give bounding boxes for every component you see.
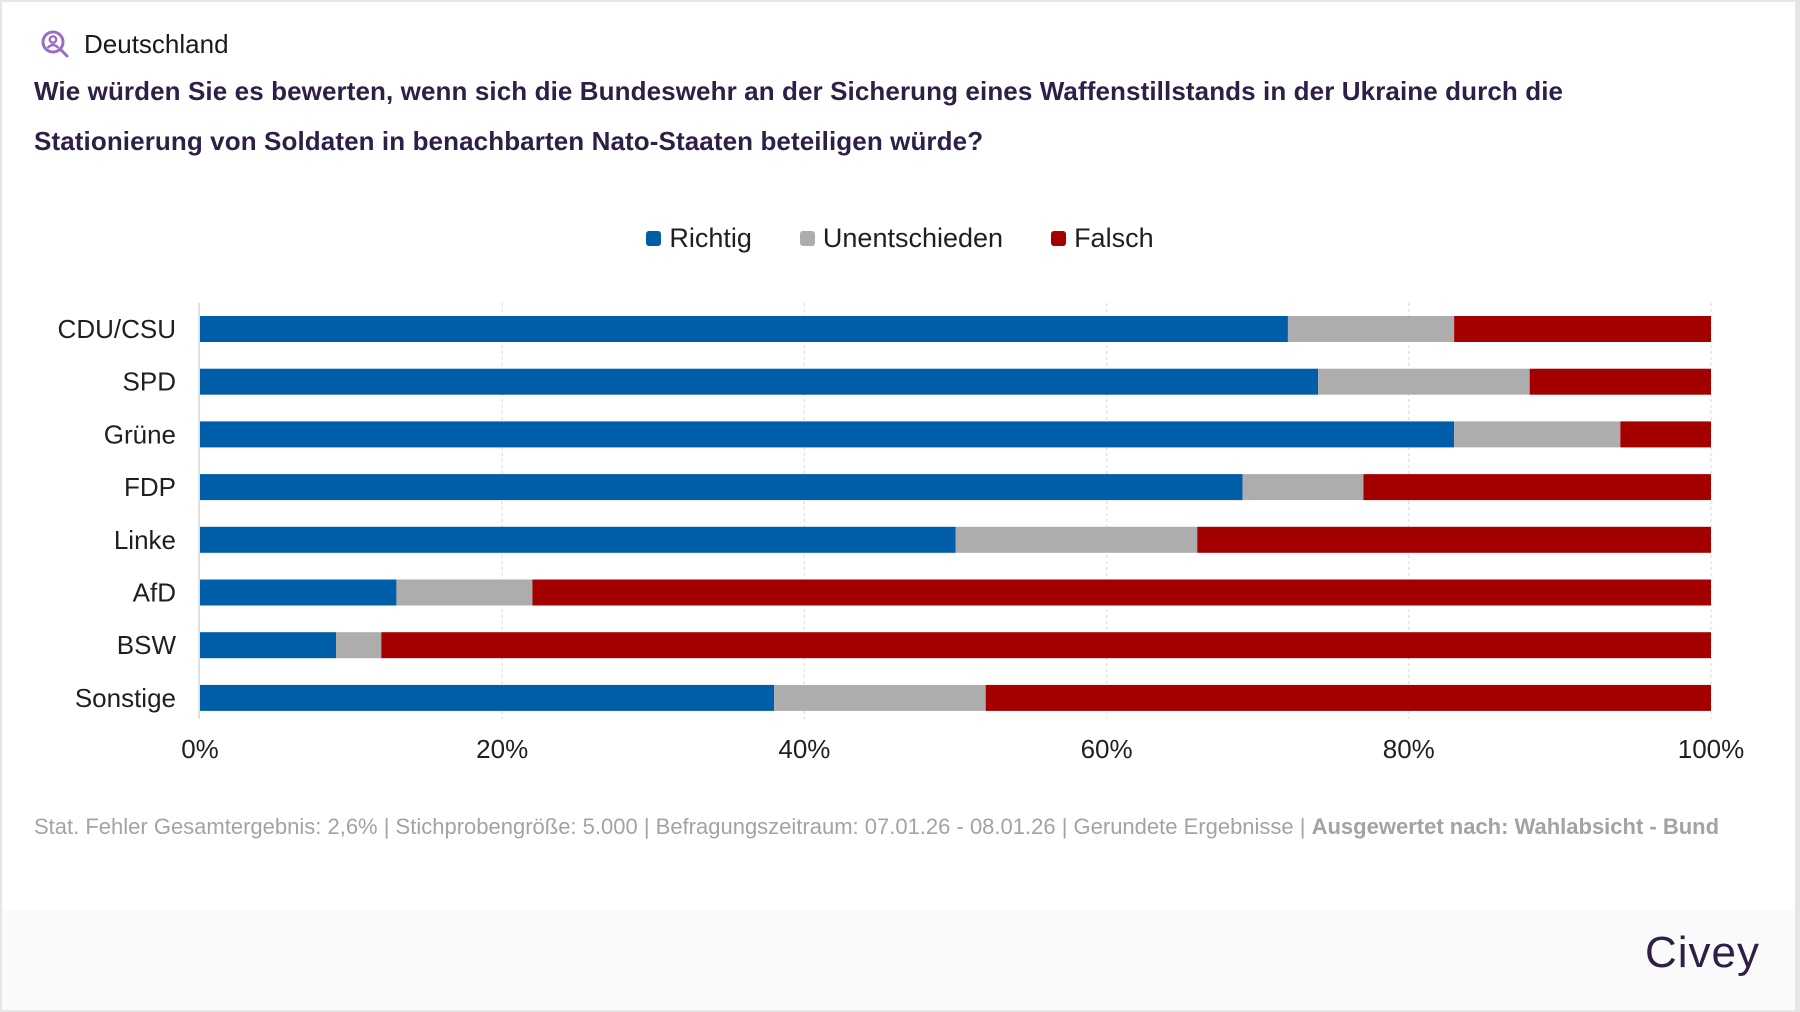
bar-segment-richtig-2[interactable] <box>200 421 1455 448</box>
x-tick-label: 20% <box>476 734 528 764</box>
category-label: BSW <box>117 630 177 660</box>
legend-item-falsch[interactable]: Falsch <box>1051 223 1154 254</box>
legend-label-falsch: Falsch <box>1074 222 1154 253</box>
bar-segment-unentschieden-5[interactable] <box>396 579 533 606</box>
category-label: Linke <box>114 525 176 555</box>
bar-segment-falsch-2[interactable] <box>1620 421 1711 448</box>
bar-segment-unentschieden-6[interactable] <box>335 632 382 659</box>
x-tick-label: 60% <box>1081 734 1133 764</box>
bar-segment-richtig-1[interactable] <box>200 368 1319 395</box>
bar-segment-unentschieden-0[interactable] <box>1287 316 1455 342</box>
legend-item-richtig[interactable]: Richtig <box>646 223 752 254</box>
footer-band <box>2 910 1795 1010</box>
bars <box>200 316 1712 711</box>
bar-segment-richtig-0[interactable] <box>200 316 1288 342</box>
category-label: FDP <box>124 472 176 502</box>
bar-segment-richtig-6[interactable] <box>200 632 336 659</box>
x-tick-label: 100% <box>1678 734 1745 764</box>
x-tick-label: 80% <box>1383 734 1435 764</box>
person-search-icon <box>41 30 69 58</box>
bar-segment-unentschieden-2[interactable] <box>1454 421 1621 448</box>
bar-segment-richtig-3[interactable] <box>200 474 1243 501</box>
bar-segment-falsch-1[interactable] <box>1529 368 1711 395</box>
bar-segment-falsch-3[interactable] <box>1363 474 1711 501</box>
footnotes: Stat. Fehler Gesamtergebnis: 2,6% | Stic… <box>34 810 1774 843</box>
y-axis-labels: CDU/CSU SPD Grüne FDP Linke AfD BSW Sonstige <box>58 314 177 713</box>
chart-title: Wie würden Sie es bewerten, wenn sich di… <box>34 76 1564 156</box>
bar-segment-falsch-4[interactable] <box>1197 526 1711 553</box>
bar-segment-richtig-5[interactable] <box>200 579 397 606</box>
bar-segment-richtig-7[interactable] <box>200 684 775 711</box>
legend: Richtig Unentschieden Falsch <box>0 220 1800 256</box>
bar-segment-unentschieden-3[interactable] <box>1242 474 1364 501</box>
civey-logo[interactable]: Civey <box>1644 928 1760 977</box>
legend-marker-richtig <box>646 230 662 246</box>
legend-item-unentschieden[interactable]: Unentschieden <box>799 222 1004 254</box>
category-label: Grüne <box>104 419 176 449</box>
legend-label-richtig: Richtig <box>669 222 752 253</box>
bar-segment-unentschieden-7[interactable] <box>774 684 986 711</box>
category-label: Sonstige <box>75 683 176 713</box>
bar-segment-falsch-0[interactable] <box>1454 316 1711 342</box>
footnotes-plain: Stat. Fehler Gesamtergebnis: 2,6% | Stic… <box>34 814 1312 839</box>
gridlines <box>198 303 1712 719</box>
legend-marker-falsch <box>1051 230 1067 246</box>
footnotes-bold: Ausgewertet nach: Wahlabsicht - Bund <box>1311 814 1720 839</box>
bar-segment-falsch-7[interactable] <box>985 684 1711 711</box>
legend-marker-unentschieden <box>799 230 815 246</box>
category-label: AfD <box>133 578 176 608</box>
x-axis-labels: 0% 20% 40% 60% 80% 100% <box>181 734 1744 764</box>
region-header: Deutschland <box>40 28 229 60</box>
region-label: Deutschland <box>84 28 229 59</box>
category-label: SPD <box>123 367 176 397</box>
stacked-bar-chart: CDU/CSU SPD Grüne FDP Linke AfD BSW Sonstige 0%… <box>58 303 1744 764</box>
bar-segment-richtig-4[interactable] <box>200 526 956 553</box>
bar-segment-unentschieden-4[interactable] <box>955 526 1198 553</box>
legend-label-unentschieden: Unentschieden <box>822 222 1004 253</box>
bar-segment-unentschieden-1[interactable] <box>1318 368 1530 395</box>
x-tick-label: 40% <box>778 734 830 764</box>
category-label: CDU/CSU <box>58 314 176 344</box>
bar-segment-falsch-6[interactable] <box>381 632 1711 659</box>
x-tick-label: 0% <box>181 734 219 764</box>
bar-segment-falsch-5[interactable] <box>532 579 1712 606</box>
